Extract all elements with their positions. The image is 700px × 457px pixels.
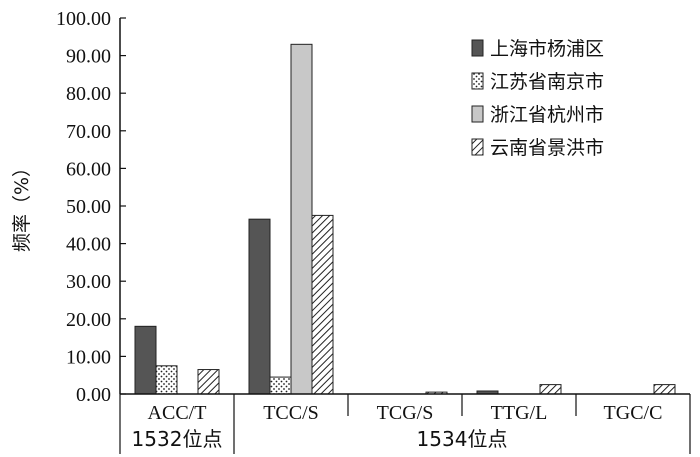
- y-tick-label: 50.00: [66, 196, 111, 218]
- bar: [290, 43, 313, 395]
- bar: [155, 365, 178, 395]
- legend-label: 云南省景洪市: [490, 137, 604, 159]
- y-tick-label: 80.00: [66, 83, 111, 105]
- x-group-label: 1534位点: [417, 427, 508, 451]
- legend-swatch: [471, 72, 484, 90]
- x-axis: ACC/T TCC/S TCG/S TTG/L TGC/C 1532位点 1534位点: [119, 393, 691, 454]
- y-axis: 0.00 10.00 20.00 30.00 40.00 50.00 60.00 70.00 8…: [56, 8, 126, 406]
- bars: [134, 43, 676, 395]
- y-tick-label: 0.00: [76, 384, 111, 406]
- legend-swatch: [471, 138, 484, 156]
- y-tick-label: 90.00: [66, 46, 111, 68]
- x-category-label: TCG/S: [377, 402, 434, 424]
- x-category-label: TTG/L: [491, 402, 548, 424]
- y-tick-label: 60.00: [66, 158, 111, 180]
- y-tick-label: 30.00: [66, 271, 111, 293]
- x-group-label: 1532位点: [132, 427, 223, 451]
- legend-swatch: [471, 105, 484, 123]
- y-tick-label: 20.00: [66, 309, 111, 331]
- x-category-label: TGC/C: [604, 402, 663, 424]
- bar: [653, 384, 676, 395]
- bar: [134, 325, 157, 395]
- legend-label: 浙江省杭州市: [490, 104, 604, 126]
- legend-label: 江苏省南京市: [490, 71, 604, 93]
- x-category-label: ACC/T: [148, 402, 207, 424]
- y-tick-label: 40.00: [66, 234, 111, 256]
- x-category-label: TCC/S: [263, 402, 319, 424]
- bar: [269, 376, 292, 395]
- legend-swatch: [471, 39, 484, 57]
- y-tick-label: 70.00: [66, 121, 111, 143]
- bar: [197, 369, 220, 395]
- y-axis-title: 频率（%）: [11, 158, 33, 252]
- legend-label: 上海市杨浦区: [490, 38, 604, 60]
- y-tick-label: 100.00: [56, 8, 111, 30]
- y-tick-label: 10.00: [66, 346, 111, 368]
- bar: [248, 218, 271, 395]
- bar: [311, 214, 334, 395]
- bar: [539, 384, 562, 395]
